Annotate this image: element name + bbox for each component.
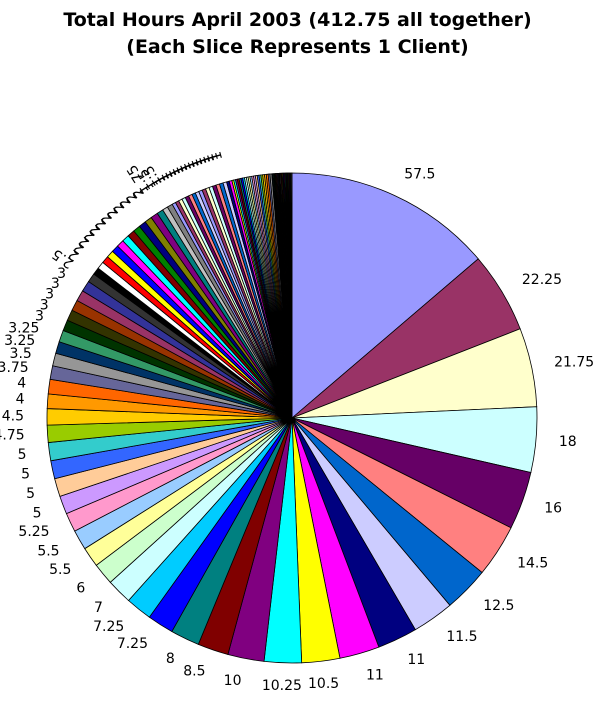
slice-value-label: 10.5 — [308, 676, 339, 692]
slice-value-label: 5.5 — [37, 543, 59, 559]
slice-value-label: 57.5 — [404, 167, 435, 183]
slice-value-label: 18 — [559, 434, 577, 450]
slice-value-label: 5 — [26, 486, 35, 502]
chart-title: Total Hours April 2003 (412.75 all toget… — [63, 9, 532, 31]
slice-value-label: 14.5 — [517, 555, 548, 571]
slice-value-label: 4 — [16, 392, 25, 408]
pie-labels: 57.522.2521.75181614.512.511.5111110.510… — [0, 150, 594, 694]
slice-value-label: 7.25 — [93, 619, 124, 635]
slice-value-label: 3 — [35, 309, 44, 325]
slice-value-label: 4.5 — [2, 409, 24, 425]
slice-value-label: 1 — [208, 150, 226, 163]
slice-value-label: 22.25 — [522, 272, 562, 288]
slice-value-label: 10 — [224, 673, 242, 689]
chart-subtitle: (Each Slice Represents 1 Client) — [126, 36, 469, 58]
slice-value-label: 7 — [94, 600, 103, 616]
pie-slice — [291, 172, 479, 419]
slice-value-label: 8 — [166, 651, 175, 667]
slice-value-label: 3 — [40, 298, 49, 314]
slice-value-label: 3 — [45, 287, 54, 303]
slice-value-label: 5 — [33, 505, 42, 521]
slice-value-label: 3.25 — [8, 320, 39, 336]
slice-value-label: 3 — [57, 266, 66, 282]
slice-value-label: 11 — [366, 668, 384, 684]
pie-slice — [290, 172, 293, 419]
slice-value-label: 12.5 — [483, 598, 514, 614]
slice-value-label: 16 — [544, 501, 562, 517]
slice-value-label: 1 — [204, 151, 222, 164]
slice-value-label: 3.25 — [4, 333, 35, 349]
slice-value-label: 7.25 — [117, 636, 148, 652]
slice-value-label: 3.5 — [10, 346, 32, 362]
slice-value-label: 3 — [51, 276, 60, 292]
slice-value-label: 8.5 — [183, 664, 205, 680]
slice-value-label: 4 — [17, 376, 26, 392]
slice-value-label: 5.5 — [49, 562, 71, 578]
slice-value-label: 10.25 — [262, 678, 302, 694]
slice-value-label: 11 — [407, 652, 425, 668]
slice-value-label: 21.75 — [554, 354, 594, 370]
slice-value-label: 3.75 — [0, 360, 29, 376]
slice-value-label: 5 — [18, 447, 27, 463]
pie-slices — [46, 172, 538, 664]
slice-value-label: 5 — [21, 467, 30, 483]
slice-value-label: 5.25 — [18, 524, 49, 540]
slice-value-label: 6 — [76, 581, 85, 597]
slice-value-label: 11.5 — [446, 629, 477, 645]
slice-value-label: 4.75 — [0, 427, 25, 443]
